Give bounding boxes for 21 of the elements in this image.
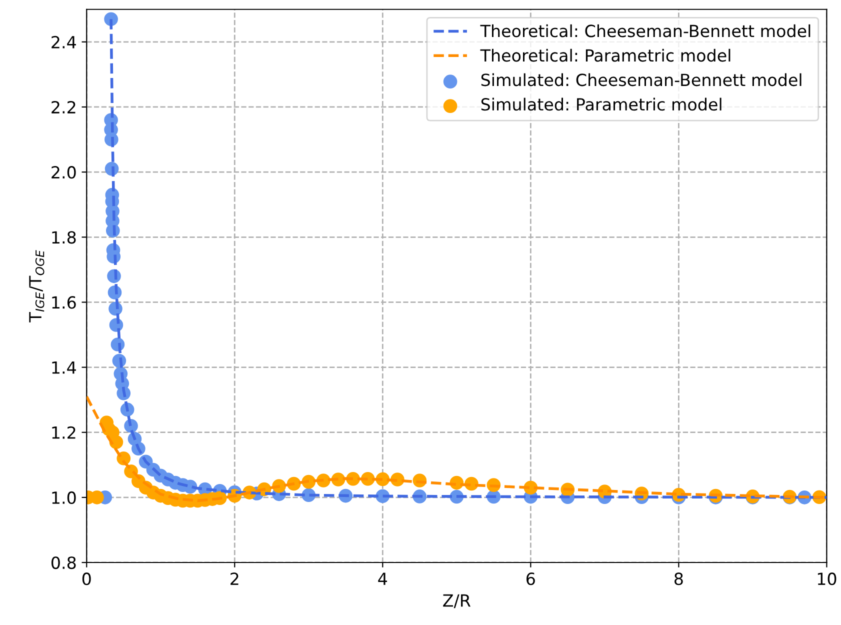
x-tick-label: 6 <box>526 572 535 586</box>
x-axis-title: Z/R <box>443 594 470 608</box>
y-tick-label: 1.2 <box>52 426 76 439</box>
legend-label: Theoretical: Parametric model <box>480 48 730 62</box>
y-tick-label: 1.8 <box>52 231 76 244</box>
legend-label: Simulated: Cheeseman-Bennett model <box>481 73 802 86</box>
legend-label: Simulated: Parametric model <box>481 98 722 111</box>
x-tick-label: 4 <box>378 572 388 585</box>
y-tick-label: 0.8 <box>51 556 76 570</box>
y-tick-label: 2.4 <box>52 36 76 48</box>
x-tick-label: 0 <box>82 572 91 586</box>
y-tick-label: 1.6 <box>52 296 76 309</box>
y-tick-label: 1.4 <box>52 361 76 374</box>
x-tick-label: 2 <box>230 572 238 585</box>
legend-label: Theoretical: Cheeseman-Bennett model <box>480 24 810 38</box>
x-tick-label: 10 <box>818 572 836 586</box>
x-tick-label: 8 <box>674 572 683 586</box>
y-tick-label: 2.0 <box>52 166 76 179</box>
y-tick-label: 1.0 <box>52 491 76 504</box>
y-axis-title: T$_{IGE}$/T$_{OGE}$ <box>29 250 44 322</box>
y-tick-label: 2.2 <box>52 100 76 114</box>
